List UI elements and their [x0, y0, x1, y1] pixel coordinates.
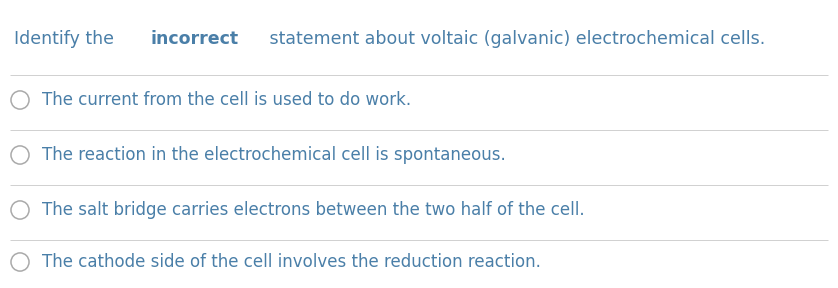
- Text: statement about voltaic (galvanic) electrochemical cells.: statement about voltaic (galvanic) elect…: [264, 30, 765, 48]
- Text: The current from the cell is used to do work.: The current from the cell is used to do …: [42, 91, 411, 109]
- Text: The reaction in the electrochemical cell is spontaneous.: The reaction in the electrochemical cell…: [42, 146, 506, 164]
- Text: incorrect: incorrect: [150, 30, 238, 48]
- Text: Identify the: Identify the: [14, 30, 120, 48]
- Text: The cathode side of the cell involves the reduction reaction.: The cathode side of the cell involves th…: [42, 253, 541, 271]
- Text: The salt bridge carries electrons between the two half of the cell.: The salt bridge carries electrons betwee…: [42, 201, 585, 219]
